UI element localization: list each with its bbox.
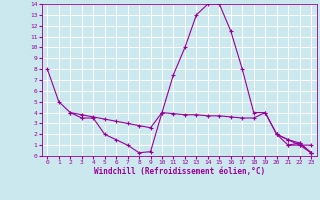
X-axis label: Windchill (Refroidissement éolien,°C): Windchill (Refroidissement éolien,°C): [94, 167, 265, 176]
